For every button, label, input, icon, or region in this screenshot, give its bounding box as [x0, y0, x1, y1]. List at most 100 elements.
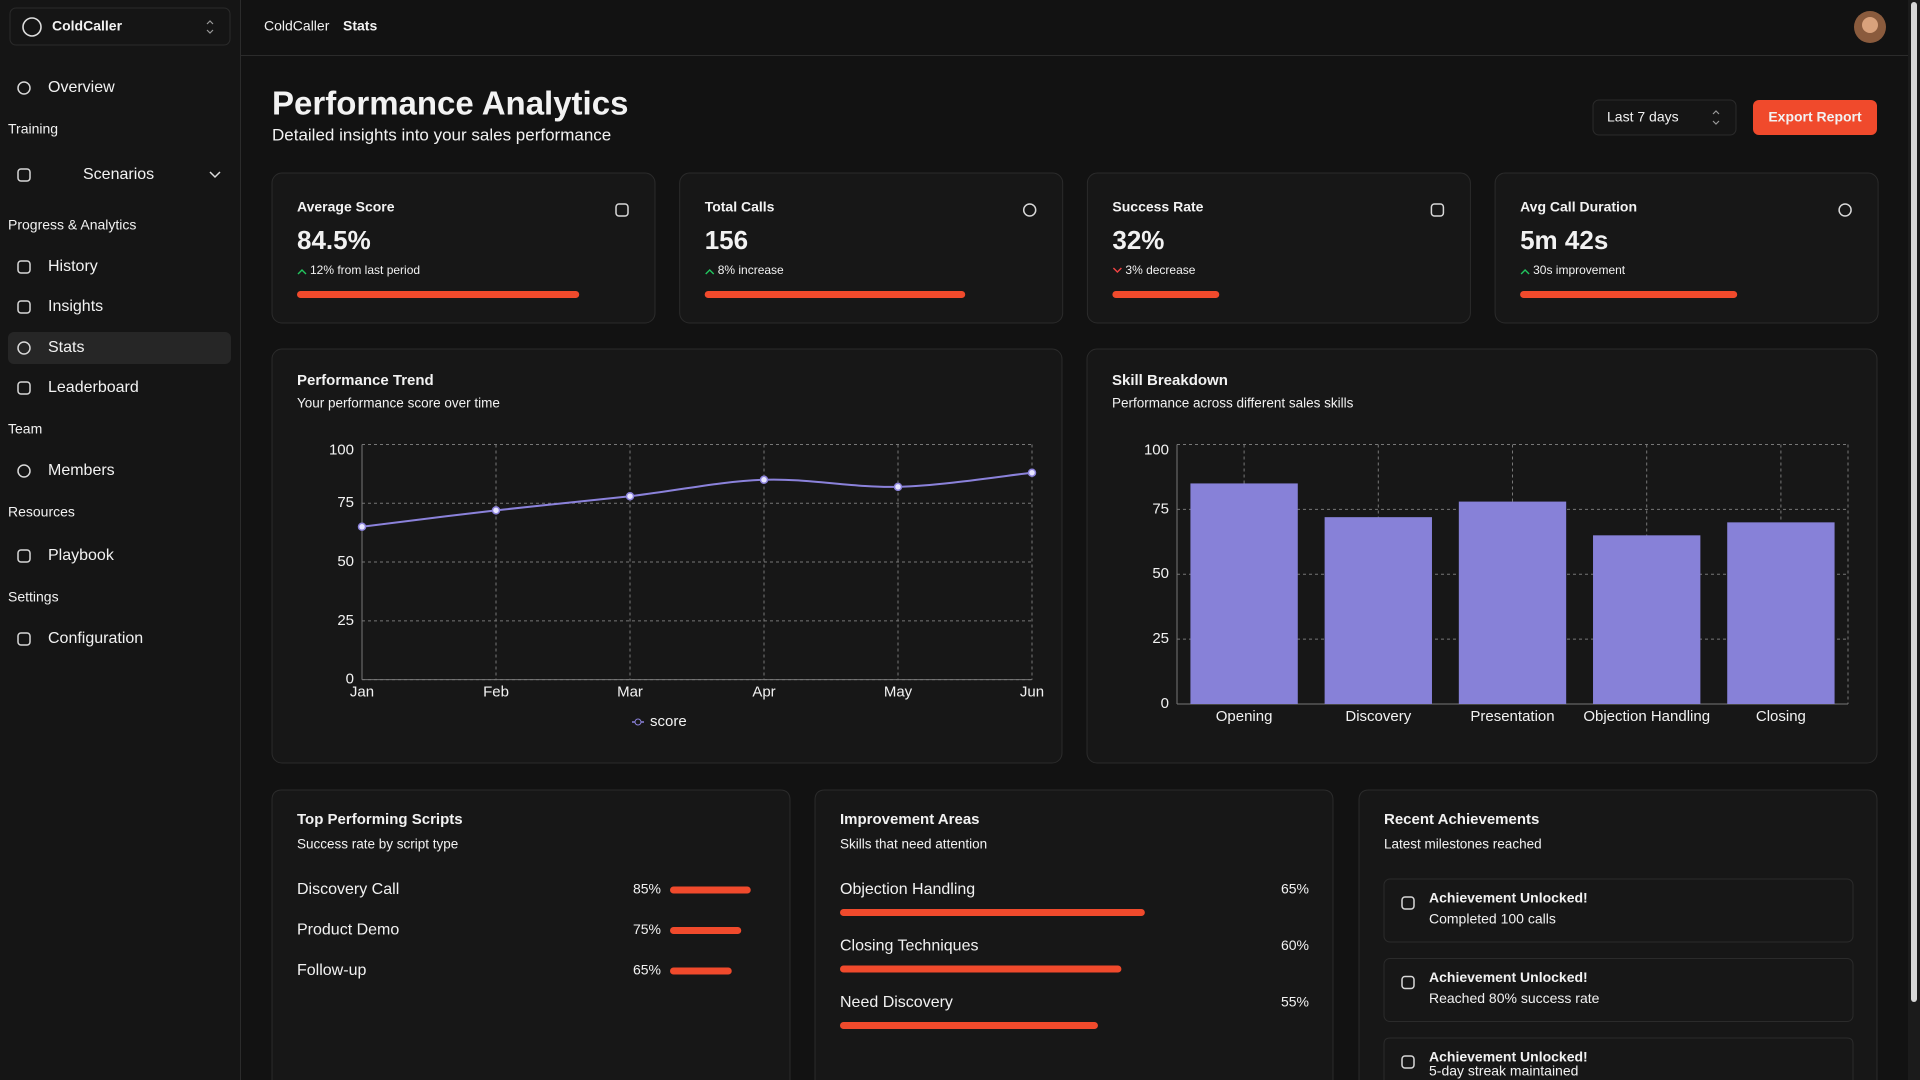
- achievement-text: 5-day streak maintained: [1429, 1063, 1578, 1079]
- nav-item[interactable]: Stats: [48, 339, 84, 356]
- app-logo: [22, 17, 42, 37]
- range-label: Last 7 days: [1607, 109, 1679, 125]
- x-tick-label: Discovery: [1345, 708, 1411, 725]
- stat-value: 84.5%: [297, 225, 371, 255]
- stat-progress: [1520, 291, 1738, 298]
- stat-change: 12% from last period: [310, 263, 420, 277]
- trend-up-icon: [1520, 269, 1530, 275]
- nav-item[interactable]: Configuration: [48, 630, 143, 647]
- stat-change: 3% decrease: [1125, 263, 1195, 277]
- card: [1358, 789, 1878, 1080]
- card-title: Recent Achievements: [1384, 811, 1539, 828]
- skill-name: Need Discovery: [840, 994, 953, 1011]
- stat-label: Success Rate: [1112, 199, 1203, 215]
- stat-label: Average Score: [297, 199, 395, 215]
- achievement-text: Reached 80% success rate: [1429, 990, 1600, 1006]
- x-tick-label: Feb: [483, 684, 509, 701]
- chart-title: Performance Trend: [297, 372, 434, 389]
- card-subtitle: Skills that need attention: [840, 837, 987, 852]
- app-name: ColdCaller: [52, 18, 123, 34]
- script-bar: [670, 927, 742, 934]
- card-title: Top Performing Scripts: [297, 811, 463, 828]
- range-select[interactable]: [1592, 99, 1737, 136]
- y-tick-label: 50: [1152, 565, 1169, 582]
- nav-item[interactable]: Leaderboard: [48, 379, 139, 396]
- nav-section-label: Resources: [8, 504, 75, 520]
- nav-item[interactable]: Overview: [48, 79, 115, 96]
- card: [1086, 172, 1471, 324]
- x-tick-label: Jun: [1020, 684, 1044, 701]
- stat-value: 156: [705, 225, 748, 255]
- achievement-title: Achievement Unlocked!: [1429, 1049, 1588, 1065]
- script-bar: [670, 967, 732, 975]
- x-tick-label: Objection Handling: [1583, 708, 1710, 725]
- skill-bar: [840, 965, 1122, 973]
- script-name: Product Demo: [297, 922, 399, 939]
- achievement-title: Achievement Unlocked!: [1429, 890, 1588, 906]
- bar: [1727, 522, 1835, 704]
- scrollbar-thumb[interactable]: [1911, 2, 1917, 1002]
- nav-section-label: Progress & Analytics: [8, 217, 136, 233]
- achievement-item: [1383, 1037, 1854, 1080]
- skill-score: 65%: [1281, 881, 1309, 897]
- nav-item[interactable]: History: [48, 258, 98, 275]
- script-rate: 85%: [633, 881, 661, 897]
- icon: [17, 549, 31, 563]
- line-point: [893, 482, 903, 492]
- stat-progress: [297, 291, 580, 298]
- stat-label: Avg Call Duration: [1520, 199, 1637, 215]
- achievement-item: [1383, 958, 1854, 1022]
- achievement-title: Achievement Unlocked!: [1429, 969, 1588, 985]
- card: [271, 789, 791, 1080]
- y-tick-label: 25: [337, 612, 354, 629]
- skill-score: 60%: [1281, 937, 1309, 953]
- icon: [1838, 203, 1852, 217]
- stat-change: 30s improvement: [1533, 263, 1626, 277]
- icon: [17, 260, 31, 274]
- nav-section-label: Settings: [8, 589, 59, 605]
- stat-progress: [704, 291, 966, 298]
- script-name: Follow-up: [297, 962, 366, 979]
- bar: [1324, 517, 1432, 704]
- line-series: [361, 471, 1033, 528]
- nav-item[interactable]: Insights: [48, 298, 103, 315]
- x-tick-label: Jan: [350, 684, 374, 701]
- skill-bar: [840, 1022, 1098, 1029]
- nav-item[interactable]: Playbook: [48, 547, 115, 564]
- y-tick-label: 75: [337, 494, 354, 511]
- avatar-face: [1862, 17, 1878, 33]
- card-subtitle: Success rate by script type: [297, 837, 458, 852]
- stat-value: 32%: [1112, 225, 1164, 255]
- nav-item[interactable]: Members: [48, 462, 115, 479]
- script-name: Discovery Call: [297, 881, 399, 898]
- chart-title: Skill Breakdown: [1112, 372, 1228, 389]
- card: [814, 789, 1334, 1080]
- line-point: [1027, 468, 1037, 477]
- card-title: Improvement Areas: [840, 811, 980, 828]
- app-switcher[interactable]: [9, 7, 231, 46]
- x-tick-label: Presentation: [1470, 708, 1554, 725]
- script-bar: [670, 886, 751, 894]
- legend-label: score: [650, 713, 687, 730]
- y-tick-label: 100: [1144, 441, 1169, 458]
- y-tick-label: 100: [329, 441, 354, 458]
- trend-up-icon: [705, 269, 715, 275]
- breadcrumb[interactable]: ColdCaller: [264, 18, 330, 34]
- nav-section-label: Team: [8, 421, 42, 437]
- export-label: Export Report: [1768, 109, 1862, 125]
- skill-score: 55%: [1281, 994, 1309, 1010]
- nav-item[interactable]: Scenarios: [83, 166, 154, 183]
- x-tick-label: Closing: [1756, 708, 1806, 725]
- y-tick-label: 50: [337, 553, 354, 570]
- card: [271, 172, 656, 324]
- stat-change: 8% increase: [718, 263, 784, 277]
- bar: [1593, 535, 1701, 704]
- icon: [17, 81, 31, 95]
- icon: [17, 381, 31, 395]
- icon: [17, 464, 31, 478]
- achievement-item: [1383, 878, 1854, 943]
- card: [271, 348, 1063, 764]
- select-chevrons: [1712, 110, 1720, 125]
- export-button[interactable]: [1753, 100, 1877, 135]
